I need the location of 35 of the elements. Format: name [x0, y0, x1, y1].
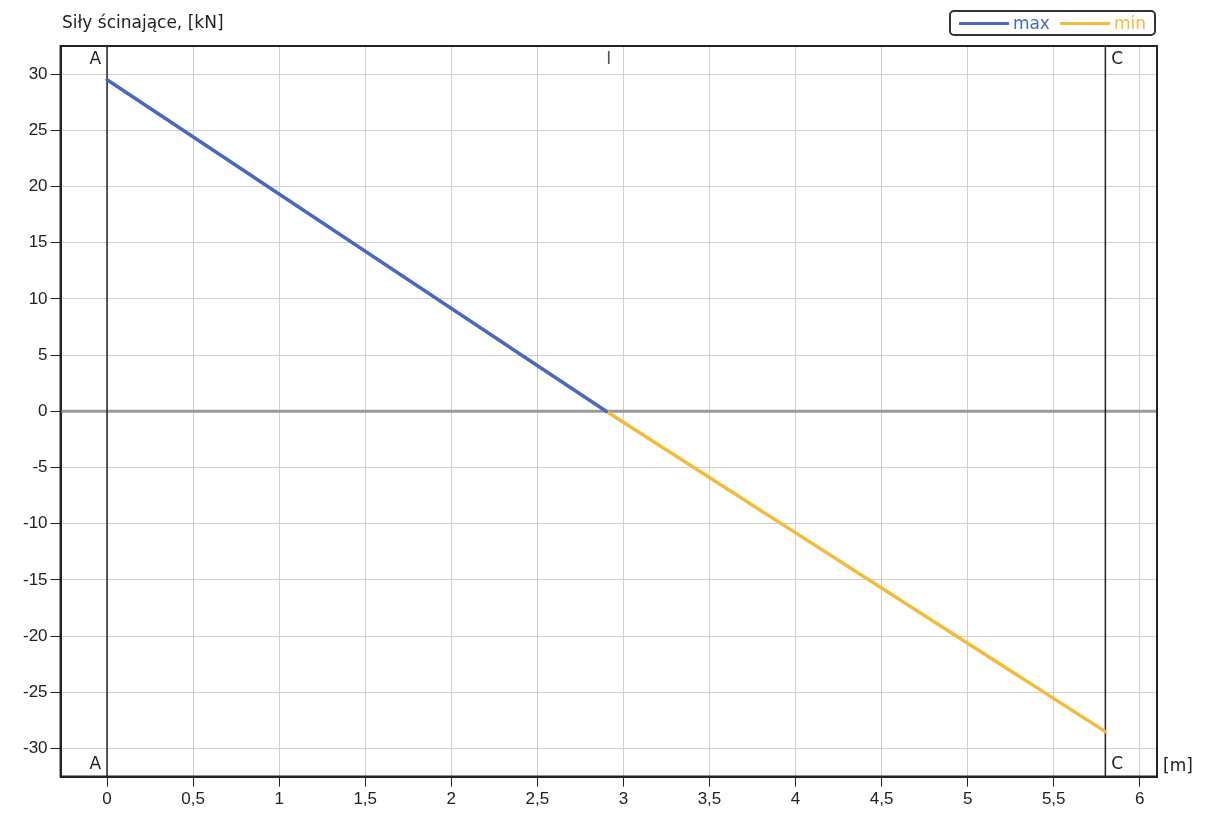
y-tick-label: 30	[28, 63, 48, 83]
y-tick-label: 20	[28, 176, 48, 196]
y-tick-label: 15	[28, 232, 48, 252]
text: A	[89, 753, 102, 774]
x-tick-label: 3	[618, 789, 629, 809]
x-tick-label: 2	[446, 789, 457, 809]
x-tick-label: 2,5	[525, 789, 550, 809]
x-tick-label: 4	[790, 789, 801, 809]
legend-label: min	[1113, 13, 1146, 33]
x-tick-label: 1	[274, 789, 284, 809]
x-tick-label: 0	[102, 789, 112, 809]
x-tick-label: 4,5	[869, 789, 894, 809]
y-tick-label: -20	[22, 625, 48, 645]
y-tick-label: 5	[38, 344, 48, 364]
y-tick-label: -15	[22, 569, 48, 589]
text: C	[1111, 753, 1124, 774]
y-tick-label: -10	[22, 513, 48, 533]
y-tick-label: -25	[22, 681, 48, 701]
x-tick-label: 6	[1135, 789, 1145, 809]
y-tick-label: 10	[28, 288, 48, 308]
y-tick-label: -30	[22, 738, 48, 758]
legend-label: max	[1012, 13, 1050, 33]
x-tick-label: 3,5	[697, 789, 722, 809]
annotation: I	[606, 48, 612, 69]
y-tick-label: -5	[32, 457, 48, 477]
y-axis-title: Siły ścinające, [kN]	[62, 12, 224, 32]
ref-line-label: C	[1111, 48, 1124, 69]
x-axis-title: [m]	[1163, 755, 1193, 776]
x-tick-label: 5	[962, 789, 973, 809]
y-tick-label: 25	[28, 119, 48, 139]
x-tick-label: 0,5	[181, 789, 205, 809]
ref-line-label: A	[89, 48, 102, 69]
x-tick-label: 1,5	[353, 789, 378, 809]
y-tick-label: 0	[38, 400, 48, 420]
x-tick-label: 5,5	[1041, 789, 1066, 809]
